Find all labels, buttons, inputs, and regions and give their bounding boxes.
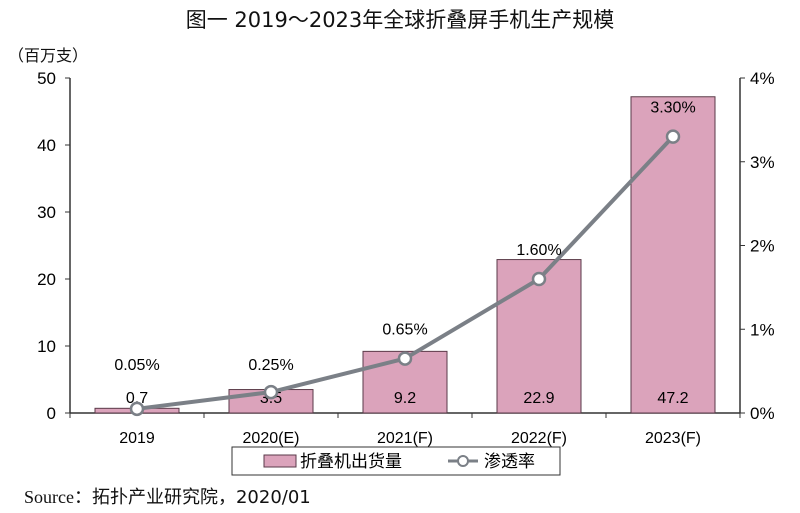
left-axis-unit: （百万支） [8, 46, 89, 65]
line-value-label: 0.05% [114, 357, 159, 374]
left-tick-label: 10 [37, 337, 56, 356]
source-text: 拓扑产业研究院，2020/01 [91, 487, 311, 508]
source-note: Source：拓扑产业研究院，2020/01 [24, 483, 311, 509]
line-marker [531, 271, 547, 287]
source-label: Source [24, 487, 74, 507]
x-tick-label: 2022(F) [511, 430, 567, 447]
line-marker [129, 401, 145, 417]
x-tick-label: 2021(F) [377, 430, 433, 447]
x-tick-label: 2020(E) [243, 430, 300, 447]
left-tick-label: 40 [37, 136, 56, 155]
line-value-label: 0.25% [248, 357, 293, 374]
bar-value-label: 22.9 [523, 390, 554, 407]
chart: 0 10 20 30 40 50 0% 1% 2% 3% 4% 2019 2020(E) 2021(F) 2… [37, 69, 775, 476]
line-value-label: 3.30% [650, 100, 695, 117]
left-tick-label: 50 [37, 69, 56, 88]
chart-title: 图一 2019～2023年全球折叠屏手机生产规模 [185, 8, 615, 32]
line-marker [397, 351, 413, 366]
bar [630, 96, 716, 414]
bar-value-label: 9.2 [394, 390, 416, 407]
right-tick-label: 0% [750, 404, 775, 423]
x-tick-label: 2019 [119, 430, 155, 447]
legend-bar-label: 折叠机出货量 [300, 452, 402, 471]
legend-line-marker [457, 455, 469, 467]
line-value-label: 0.65% [382, 322, 427, 339]
line-marker [665, 129, 681, 144]
right-tick-label: 2% [750, 237, 775, 256]
left-tick-label: 30 [37, 203, 56, 222]
line-value-label: 1.60% [516, 242, 561, 259]
left-tick-label: 20 [37, 270, 56, 289]
legend-bar-swatch [263, 454, 297, 468]
right-tick-label: 3% [750, 153, 775, 172]
legend-line-label: 渗透率 [484, 452, 535, 471]
bar-value-label: 47.2 [657, 390, 688, 407]
bar-value-label: 0.7 [126, 390, 148, 407]
source-sep: ： [73, 487, 92, 508]
right-tick-label: 1% [750, 320, 775, 339]
right-tick-label: 4% [750, 69, 775, 88]
x-tick-label: 2023(F) [645, 430, 701, 447]
line-marker [263, 384, 279, 400]
left-tick-label: 0 [47, 404, 56, 423]
